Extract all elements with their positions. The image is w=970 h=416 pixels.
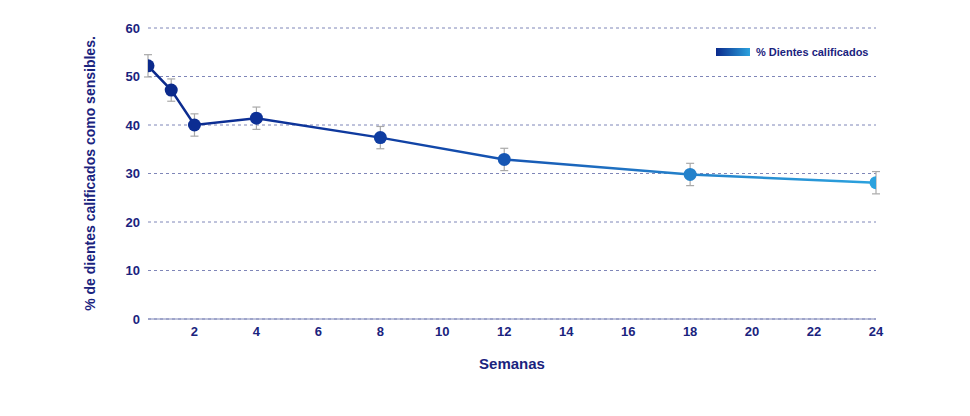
- svg-text:20: 20: [126, 215, 140, 230]
- svg-text:2: 2: [191, 324, 198, 339]
- svg-text:24: 24: [869, 324, 884, 339]
- svg-text:12: 12: [497, 324, 511, 339]
- svg-text:20: 20: [745, 324, 759, 339]
- svg-text:10: 10: [435, 324, 449, 339]
- svg-text:14: 14: [559, 324, 574, 339]
- svg-text:16: 16: [621, 324, 635, 339]
- svg-text:18: 18: [683, 324, 697, 339]
- svg-text:Semanas: Semanas: [479, 355, 545, 372]
- svg-text:8: 8: [377, 324, 384, 339]
- svg-text:6: 6: [315, 324, 322, 339]
- svg-text:10: 10: [126, 263, 140, 278]
- svg-text:22: 22: [807, 324, 821, 339]
- svg-text:50: 50: [126, 69, 140, 84]
- svg-text:0: 0: [133, 312, 140, 327]
- svg-text:% de dientes calificados como: % de dientes calificados como sensibles.: [82, 36, 98, 311]
- svg-text:40: 40: [126, 118, 140, 133]
- html-text:% Dientes calificados: % Dientes calificados: [756, 46, 869, 58]
- svg-text:30: 30: [126, 166, 140, 181]
- svg-text:4: 4: [253, 324, 261, 339]
- svg-text:60: 60: [126, 21, 140, 36]
